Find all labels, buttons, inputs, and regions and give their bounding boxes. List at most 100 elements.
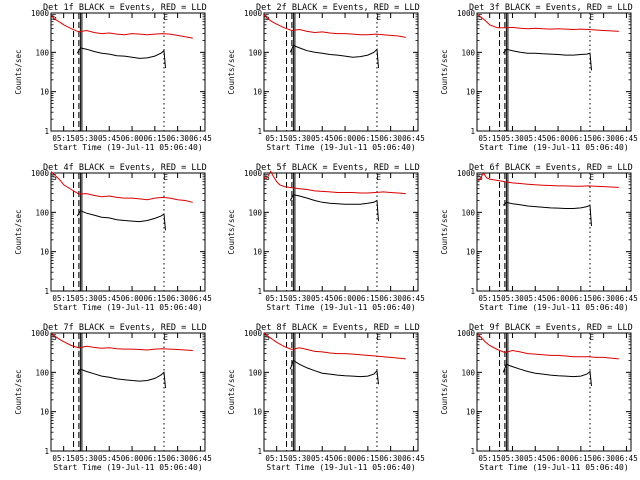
x-tick-label: 06:30 [166,454,189,463]
x-tick-label: 06:45 [402,294,425,303]
x-tick-label: 05:45 [524,134,547,143]
panel-det-6: Det 6f BLACK = Events, RED = LLD 1 10 100 10… [440,163,638,312]
series-line-lld [50,332,193,351]
x-tick-label: 06:15 [570,294,593,303]
y-axis-label: Counts/sec [14,369,23,414]
y-tick-label: 1000 [457,329,476,338]
y-tick-label: 100 [35,48,49,57]
x-tick-label: 06:30 [166,134,189,143]
x-axis-label: Start Time (19-Jul-11 05:06:40) [266,463,415,472]
series-line-lld [263,14,406,38]
y-tick-label: 10 [253,248,263,257]
x-tick-label: 05:15 [52,454,75,463]
y-axis-label: Counts/sec [227,49,236,94]
x-tick-label: 05:30 [288,454,311,463]
series-line-lld [476,13,619,32]
x-tick-label: 05:15 [478,134,501,143]
segment-start-mark: S [265,13,270,22]
x-tick-label: 05:30 [75,454,98,463]
plot-frame [263,172,419,292]
x-tick-label: 05:15 [478,294,501,303]
y-tick-label: 100 [461,208,475,217]
x-tick-label: 05:15 [265,294,288,303]
x-tick-label: 05:15 [478,454,501,463]
series-line-events [289,194,379,222]
x-tick-label: 06:00 [121,294,144,303]
x-tick-label: 06:30 [379,134,402,143]
series-line-events [76,210,166,231]
y-tick-label: 1 [44,287,49,296]
x-tick-label: 06:00 [334,454,357,463]
y-tick-label: 1 [44,127,49,136]
series-line-events [289,359,379,385]
panel-title: Det 7f BLACK = Events, RED = LLD [43,323,207,333]
series-line-lld [50,171,193,203]
y-tick-label: 1 [44,447,49,456]
x-tick-label: 05:45 [98,294,121,303]
x-tick-label: 05:30 [288,294,311,303]
x-tick-label: 06:45 [615,294,638,303]
x-tick-label: 05:45 [311,134,334,143]
y-tick-label: 1 [470,127,475,136]
plot-frame [476,332,632,452]
x-tick-label: 05:15 [52,294,75,303]
panel-det-7: Det 7f BLACK = Events, RED = LLD 1 10 100 10… [14,323,212,472]
y-tick-label: 10 [40,248,50,257]
x-tick-label: 06:45 [189,454,212,463]
x-tick-label: 06:30 [592,294,615,303]
series-line-events [289,44,379,69]
plot-frame [263,332,419,452]
y-tick-label: 10 [466,248,476,257]
x-tick-label: 06:00 [121,134,144,143]
x-tick-label: 06:15 [144,454,167,463]
x-tick-label: 06:15 [144,294,167,303]
x-tick-label: 06:30 [379,454,402,463]
y-tick-label: 1 [470,447,475,456]
y-axis-label: Counts/sec [440,49,449,94]
panel-det-3: Det 3f BLACK = Events, RED = LLD 1 10 100 10… [440,3,638,152]
panel-title: Det 9f BLACK = Events, RED = LLD [469,323,633,333]
plot-frame [476,172,632,292]
plot-frame [263,12,419,132]
y-tick-label: 1 [257,447,262,456]
y-tick-label: 1 [257,287,262,296]
y-axis-label: Counts/sec [440,369,449,414]
x-tick-label: 06:00 [334,294,357,303]
x-axis-label: Start Time (19-Jul-11 05:06:40) [53,463,202,472]
x-tick-label: 06:30 [592,454,615,463]
segment-start-mark: S [52,173,57,182]
x-axis-label: Start Time (19-Jul-11 05:06:40) [479,143,628,152]
x-tick-label: 06:00 [547,454,570,463]
x-tick-label: 06:45 [615,134,638,143]
y-tick-label: 10 [253,88,263,97]
series-line-lld [50,14,193,39]
y-tick-label: 100 [248,208,262,217]
panel-title: Det 5f BLACK = Events, RED = LLD [256,163,420,173]
series-line-events [76,368,166,389]
y-tick-label: 1000 [244,329,263,338]
panel-title: Det 4f BLACK = Events, RED = LLD [43,163,207,173]
panel-det-9: Det 9f BLACK = Events, RED = LLD 1 10 100 10… [440,323,638,472]
y-tick-label: 10 [253,408,263,417]
x-tick-label: 06:45 [402,454,425,463]
panel-title: Det 2f BLACK = Events, RED = LLD [256,3,420,13]
x-axis-label: Start Time (19-Jul-11 05:06:40) [479,303,628,312]
x-tick-label: 06:30 [379,294,402,303]
y-tick-label: 100 [248,48,262,57]
panel-title: Det 8f BLACK = Events, RED = LLD [256,323,420,333]
segment-end-mark: E [163,13,168,22]
x-tick-label: 05:45 [311,454,334,463]
segment-start-mark: S [478,13,483,22]
x-tick-label: 06:00 [547,294,570,303]
x-tick-label: 05:15 [265,454,288,463]
y-tick-label: 1000 [457,169,476,178]
x-tick-label: 06:15 [357,134,380,143]
plot-frame [50,12,206,132]
y-tick-label: 1 [257,127,262,136]
x-tick-label: 05:45 [524,454,547,463]
x-tick-label: 05:30 [75,294,98,303]
x-tick-label: 06:00 [547,134,570,143]
x-axis-label: Start Time (19-Jul-11 05:06:40) [479,463,628,472]
y-axis-label: Counts/sec [14,209,23,254]
